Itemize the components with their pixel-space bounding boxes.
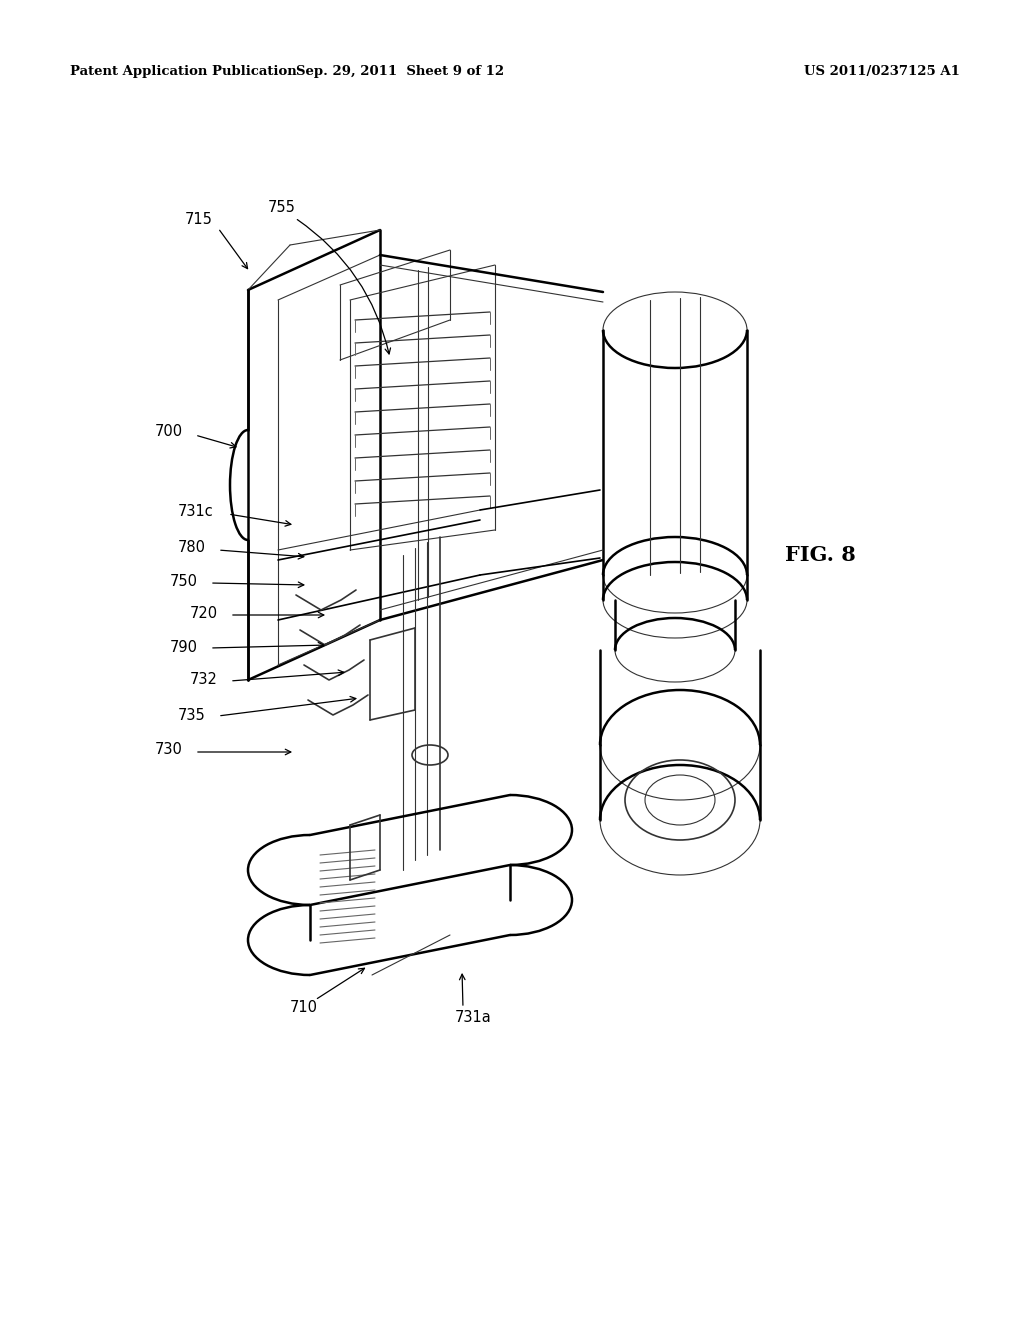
Text: Patent Application Publication: Patent Application Publication: [70, 66, 297, 78]
Text: 700: 700: [155, 425, 183, 440]
Text: 750: 750: [170, 574, 198, 590]
Text: 731a: 731a: [455, 1011, 492, 1026]
Text: 710: 710: [290, 999, 318, 1015]
Text: 780: 780: [178, 540, 206, 556]
Text: 755: 755: [268, 199, 296, 214]
Text: 720: 720: [190, 606, 218, 620]
Text: 732: 732: [190, 672, 218, 688]
Text: 730: 730: [155, 742, 183, 758]
Text: US 2011/0237125 A1: US 2011/0237125 A1: [804, 66, 961, 78]
Text: 790: 790: [170, 639, 198, 655]
Text: FIG. 8: FIG. 8: [784, 545, 855, 565]
Text: Sep. 29, 2011  Sheet 9 of 12: Sep. 29, 2011 Sheet 9 of 12: [296, 66, 504, 78]
Text: 735: 735: [178, 708, 206, 722]
Text: 715: 715: [185, 213, 213, 227]
Text: 731c: 731c: [178, 503, 214, 519]
